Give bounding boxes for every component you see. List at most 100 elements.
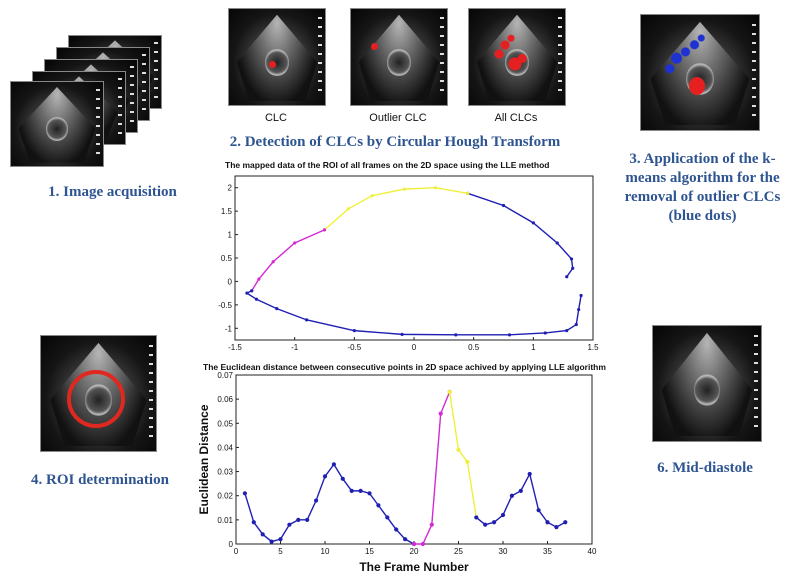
- x-tick-label: 1: [531, 343, 536, 352]
- all-clcs-label: All CLCs: [494, 112, 538, 124]
- data-point: [296, 517, 301, 522]
- plot-frame: [235, 374, 593, 545]
- data-point: [411, 541, 417, 547]
- series-line-blue: [475, 472, 566, 528]
- data-point: [438, 411, 443, 416]
- data-point: [254, 297, 259, 301]
- lle-mapping-chart: -1.5 -1 -0.5 0 0.5 1 1.5 -1 -0.5 0 0.5 1 1.5 2: [218, 175, 599, 352]
- clc-red-cluster: [689, 77, 705, 95]
- step1-caption: 1. Image acquisition: [48, 184, 177, 200]
- y-tick-label: 0.01: [217, 516, 233, 525]
- euclidean-distance-chart: 0 5 10 15 20 25 30 35 40 0 0.01 0.02 0.03 0.04 0.05 0.0…: [197, 372, 597, 574]
- series-line-magenta: [251, 229, 325, 292]
- data-point: [483, 522, 488, 527]
- series-line-blue: [244, 463, 415, 545]
- data-point: [257, 277, 261, 281]
- data-point: [429, 522, 434, 527]
- x-tick-label: 0: [412, 343, 417, 352]
- y-tick-label: 0: [229, 540, 234, 549]
- data-point: [433, 186, 438, 190]
- data-point: [242, 491, 247, 496]
- data-point: [545, 520, 550, 525]
- ultrasound-frame-1: [10, 81, 104, 167]
- y-tick-label: 2: [228, 184, 233, 193]
- data-point: [322, 474, 328, 479]
- x-tick-label: -1: [291, 343, 299, 352]
- data-point: [305, 318, 309, 322]
- data-point: [579, 293, 583, 298]
- data-point: [400, 332, 404, 336]
- outlier-clc-thumbnail: [350, 8, 448, 106]
- y-tick-label: 0: [228, 277, 233, 286]
- data-point: [346, 207, 350, 211]
- data-point: [269, 539, 274, 544]
- series-line-yellow: [448, 391, 477, 518]
- x-tick-label: 1.5: [587, 343, 599, 352]
- data-point: [385, 515, 390, 520]
- data-point: [340, 476, 345, 481]
- data-point: [466, 191, 470, 195]
- x-tick-label: 25: [454, 547, 463, 556]
- roi-circle: [67, 370, 125, 428]
- x-tick-label: 15: [365, 547, 374, 556]
- x-tick-label: 0.5: [468, 343, 480, 352]
- step3-line-4: (blue dots): [668, 208, 737, 224]
- series-line-blue: [245, 290, 582, 336]
- data-point: [574, 322, 578, 327]
- data-point: [571, 266, 575, 270]
- data-point: [577, 307, 581, 312]
- data-point: [536, 508, 541, 513]
- data-point: [492, 520, 497, 525]
- x-axis-label: The Frame Number: [359, 560, 469, 574]
- clc-label: CLC: [264, 112, 287, 124]
- data-point: [518, 488, 523, 493]
- data-point: [509, 493, 514, 498]
- step3-line-1: 3. Application of the k-: [629, 151, 776, 167]
- data-point: [456, 447, 461, 452]
- series-line-yellow: [324, 187, 468, 231]
- data-point: [322, 228, 327, 232]
- data-point: [474, 515, 479, 520]
- data-point: [500, 512, 506, 518]
- step3-line-3: removal of outlier CLCs: [624, 189, 781, 205]
- data-point: [543, 331, 547, 335]
- image-stack: [10, 35, 162, 167]
- data-point: [420, 541, 425, 547]
- x-tick-label: 0: [234, 547, 239, 556]
- data-point: [501, 203, 506, 208]
- data-point: [376, 503, 381, 508]
- data-point: [531, 221, 535, 225]
- data-point: [251, 520, 256, 525]
- data-point: [507, 333, 512, 337]
- x-tick-label: 30: [499, 547, 508, 556]
- data-point: [563, 520, 568, 525]
- data-point: [465, 459, 470, 465]
- series-line-magenta: [414, 391, 451, 545]
- kmeans-thumbnail: [640, 14, 760, 131]
- y-tick-label: 0.04: [217, 443, 233, 452]
- all-clcs-thumbnail: [468, 8, 566, 106]
- data-point: [245, 291, 249, 295]
- y-tick-label: 0.5: [221, 254, 233, 263]
- data-point: [287, 522, 292, 527]
- y-axis-label: Euclidean Distance: [197, 404, 211, 514]
- data-point: [271, 260, 275, 264]
- y-tick-label: -1: [225, 324, 233, 333]
- y-tick-label: 0.02: [217, 492, 233, 501]
- x-tick-label: 10: [321, 547, 330, 556]
- y-tick-label: 1.5: [221, 207, 233, 216]
- data-point: [394, 527, 399, 532]
- step4-caption: 4. ROI determination: [31, 472, 169, 488]
- data-point: [454, 333, 458, 337]
- data-point: [402, 187, 407, 191]
- distance-chart-title: The Euclidean distance between consecuti…: [203, 362, 606, 372]
- x-tick-label: 20: [410, 547, 419, 556]
- outlier-clcs-blue-dots: [663, 33, 708, 75]
- x-tick-label: 40: [588, 547, 597, 556]
- y-tick-label: -0.5: [218, 301, 232, 310]
- step2-caption: 2. Detection of CLCs by Circular Hough T…: [229, 134, 561, 150]
- x-tick-label: 5: [278, 547, 283, 556]
- roi-thumbnail: [40, 335, 157, 452]
- data-point: [352, 329, 356, 333]
- mid-diastole-thumbnail: [652, 325, 762, 442]
